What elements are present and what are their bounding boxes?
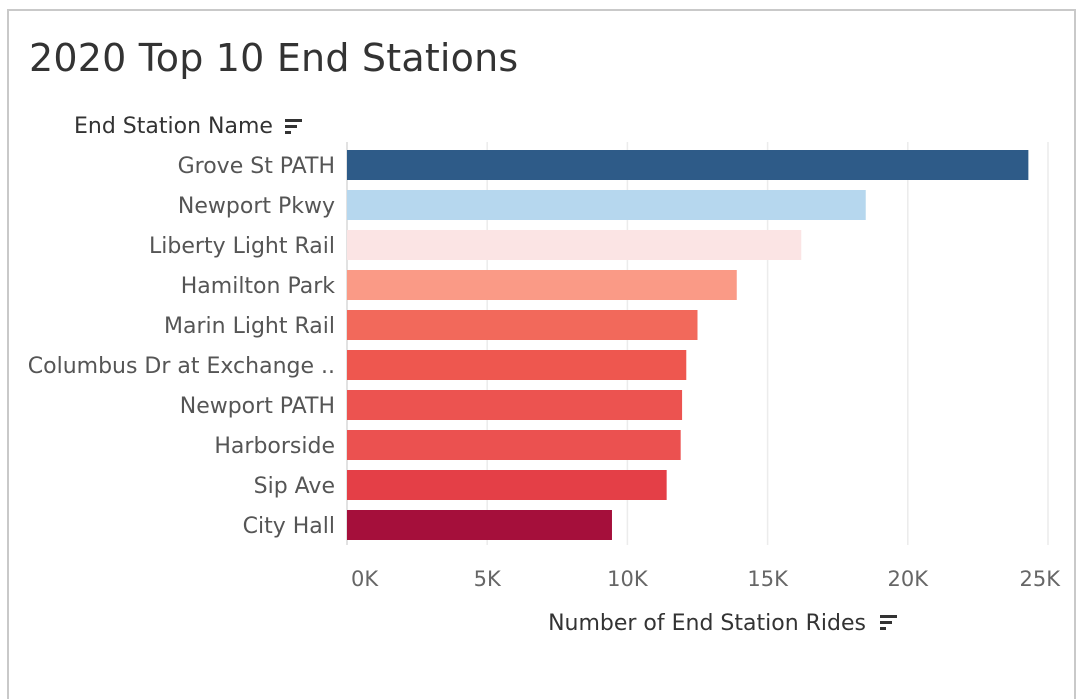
bar[interactable] bbox=[347, 390, 683, 420]
x-tick-labels: 0K 5K 10K 15K 20K 25K bbox=[351, 567, 1061, 591]
y-axis-header[interactable]: End Station Name bbox=[74, 114, 273, 139]
category-label: City Hall bbox=[243, 514, 335, 539]
category-label: Newport PATH bbox=[180, 394, 335, 419]
x-tick-label: 10K bbox=[607, 567, 649, 591]
chart-title: 2020 Top 10 End Stations bbox=[29, 36, 519, 80]
category-label: Hamilton Park bbox=[181, 274, 336, 299]
sort-descending-icon[interactable] bbox=[878, 612, 900, 634]
x-axis-header[interactable]: Number of End Station Rides bbox=[548, 611, 866, 636]
category-label: Marin Light Rail bbox=[164, 314, 335, 339]
category-label: Sip Ave bbox=[254, 474, 335, 499]
bar[interactable] bbox=[347, 230, 802, 260]
bars bbox=[347, 150, 1029, 540]
category-label: Liberty Light Rail bbox=[149, 234, 335, 259]
sort-descending-icon[interactable] bbox=[283, 116, 305, 138]
category-label: Newport Pkwy bbox=[178, 194, 335, 219]
category-label: Grove St PATH bbox=[178, 154, 335, 179]
bar[interactable] bbox=[347, 150, 1029, 180]
bar[interactable] bbox=[347, 310, 698, 340]
bar[interactable] bbox=[347, 510, 612, 540]
category-label: Columbus Dr at Exchange .. bbox=[28, 354, 335, 379]
x-tick-label: 25K bbox=[1020, 567, 1062, 591]
category-labels: Grove St PATH Newport Pkwy Liberty Light R… bbox=[28, 154, 335, 539]
bar[interactable] bbox=[347, 190, 866, 220]
bar[interactable] bbox=[347, 350, 687, 380]
x-tick-label: 5K bbox=[474, 567, 502, 591]
x-tick-label: 20K bbox=[888, 567, 930, 591]
x-tick-label: 15K bbox=[747, 567, 789, 591]
x-tick-label: 0K bbox=[351, 567, 379, 591]
category-label: Harborside bbox=[214, 434, 335, 459]
bar[interactable] bbox=[347, 470, 667, 500]
bar[interactable] bbox=[347, 270, 737, 300]
bar[interactable] bbox=[347, 430, 681, 460]
